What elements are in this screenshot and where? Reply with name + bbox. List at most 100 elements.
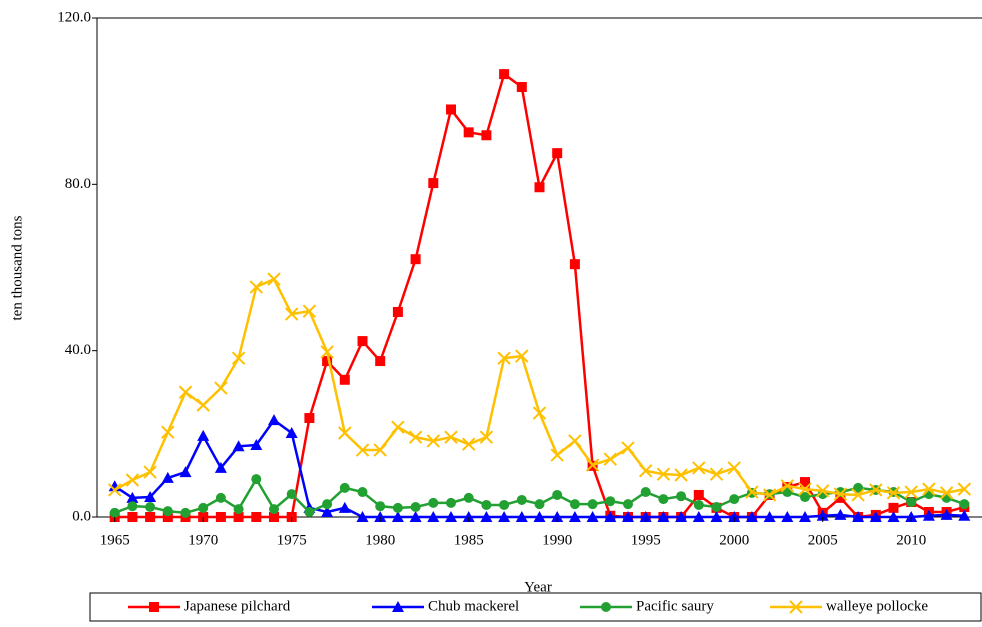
marker-circle [109,507,120,518]
legend-label: walleye pollocke [826,598,928,614]
marker-triangle [551,511,564,522]
marker-triangle [480,511,493,522]
marker-triangle [498,511,511,522]
marker-circle [499,499,510,510]
marker-circle [835,487,846,498]
marker-triangle [657,511,670,522]
marker-x [143,465,157,479]
y-tick-label: 0.0 [72,508,91,524]
marker-x [789,600,803,614]
marker-triangle [321,506,334,518]
marker-circle [357,487,368,498]
marker-triangle [816,509,829,521]
marker-x [196,398,210,412]
marker-triangle [745,511,758,522]
marker-triangle [922,509,935,521]
marker-x [621,441,635,455]
marker-circle [693,499,704,510]
marker-square [375,356,386,367]
marker-circle [127,501,138,512]
x-axis-title: Year [524,579,552,595]
marker-x [302,304,317,318]
marker-x [798,482,812,496]
marker-x [497,351,511,365]
marker-x [922,482,936,496]
marker-circle [800,492,810,503]
marker-triangle [374,511,387,522]
x-tick-label: 1985 [454,532,484,548]
marker-circle [322,499,333,510]
marker-x [408,430,423,444]
marker-square [410,254,421,265]
marker-square [127,512,138,522]
marker-circle [516,494,527,505]
marker-triangle [781,511,794,522]
marker-x [338,426,352,440]
marker-square [269,512,279,522]
marker-circle [569,499,580,510]
marker-triangle [834,508,847,520]
marker-circle [215,492,226,503]
marker-triangle [940,508,953,520]
marker-square [357,336,368,347]
marker-x [355,443,370,457]
marker-circle [941,492,952,503]
marker-triangle [445,511,457,522]
x-tick-label: 1970 [188,532,218,548]
marker-x [585,458,600,472]
marker-triangle [214,461,227,473]
marker-triangle [161,471,174,483]
marker-x [638,464,653,478]
marker-circle [601,602,611,612]
marker-x [515,349,529,363]
marker-circle [959,499,970,510]
series-line [114,277,965,497]
marker-triangle [515,511,528,522]
marker-square [800,477,810,488]
marker-triangle [763,511,776,522]
marker-square [149,602,159,612]
marker-square [145,512,156,522]
marker-triangle [533,511,546,522]
marker-circle [410,502,421,513]
marker-x [391,420,405,434]
marker-triangle [391,511,404,522]
marker-triangle [409,511,422,522]
marker-circle [198,502,209,513]
marker-triangle [869,511,882,522]
marker-triangle [728,511,741,522]
marker-square [888,502,899,513]
marker-circle [180,507,191,518]
marker-x [426,434,441,448]
marker-x [320,345,334,359]
marker-triangle [710,511,723,522]
marker-x [231,351,246,365]
marker-x [939,486,954,500]
marker-triangle [462,511,475,522]
marker-circle [552,489,563,500]
marker-square [339,374,350,385]
marker-square [322,356,333,367]
marker-square [534,182,545,193]
marker-x [692,461,706,475]
marker-x [727,461,741,475]
marker-triangle [799,511,811,522]
marker-circle [304,507,315,518]
plot-area [107,69,972,522]
marker-square [233,512,244,522]
x-tick-label: 1995 [631,532,661,548]
marker-triangle [639,511,652,522]
marker-x [904,485,918,499]
x-tick-label: 2010 [896,532,926,548]
marker-triangle [887,511,900,522]
marker-triangle [568,511,581,522]
marker-circle [534,499,545,510]
marker-circle [906,497,917,508]
marker-square [392,306,403,317]
marker-square [162,512,173,522]
marker-triangle [285,427,298,439]
marker-triangle [179,466,192,478]
marker-triangle [586,511,599,522]
